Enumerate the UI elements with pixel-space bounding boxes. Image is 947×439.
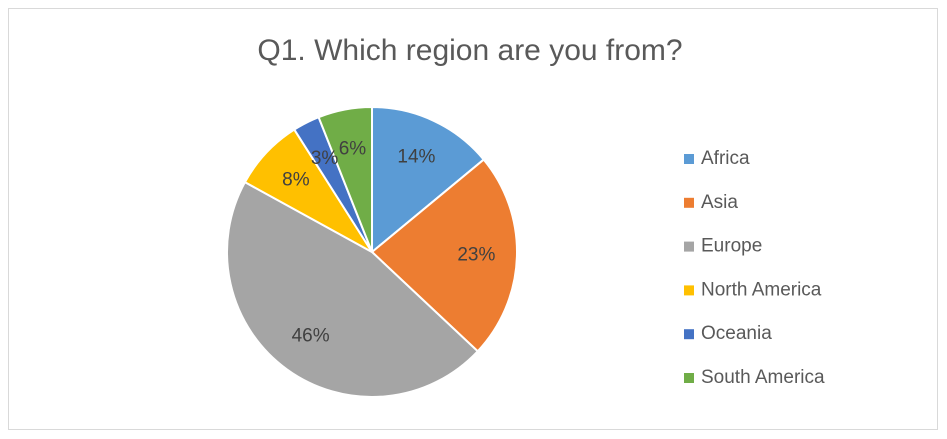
legend-label: Africa bbox=[701, 148, 750, 169]
data-label: 46% bbox=[292, 325, 330, 346]
legend-swatch bbox=[684, 373, 694, 383]
legend-label: Oceania bbox=[701, 323, 772, 344]
pie-slice bbox=[370, 158, 518, 353]
legend-label: Asia bbox=[701, 192, 738, 213]
legend-label: South America bbox=[701, 367, 825, 388]
legend-label: North America bbox=[701, 279, 822, 300]
data-label: 23% bbox=[457, 244, 495, 265]
data-label: 3% bbox=[311, 148, 339, 169]
data-label: 14% bbox=[397, 147, 435, 168]
legend-label: Europe bbox=[701, 236, 762, 257]
data-label: 6% bbox=[339, 138, 367, 159]
legend-swatch bbox=[684, 197, 694, 208]
legend-swatch bbox=[684, 285, 694, 296]
legend-swatch bbox=[684, 241, 694, 252]
pie-slice bbox=[371, 105, 486, 255]
pie-slice bbox=[226, 180, 480, 398]
pie-slice bbox=[317, 105, 373, 253]
chart-title: Q1. Which region are you from? bbox=[257, 34, 682, 67]
legend-swatch bbox=[684, 329, 694, 340]
data-label: 8% bbox=[282, 170, 310, 191]
legend-swatch bbox=[684, 154, 694, 164]
